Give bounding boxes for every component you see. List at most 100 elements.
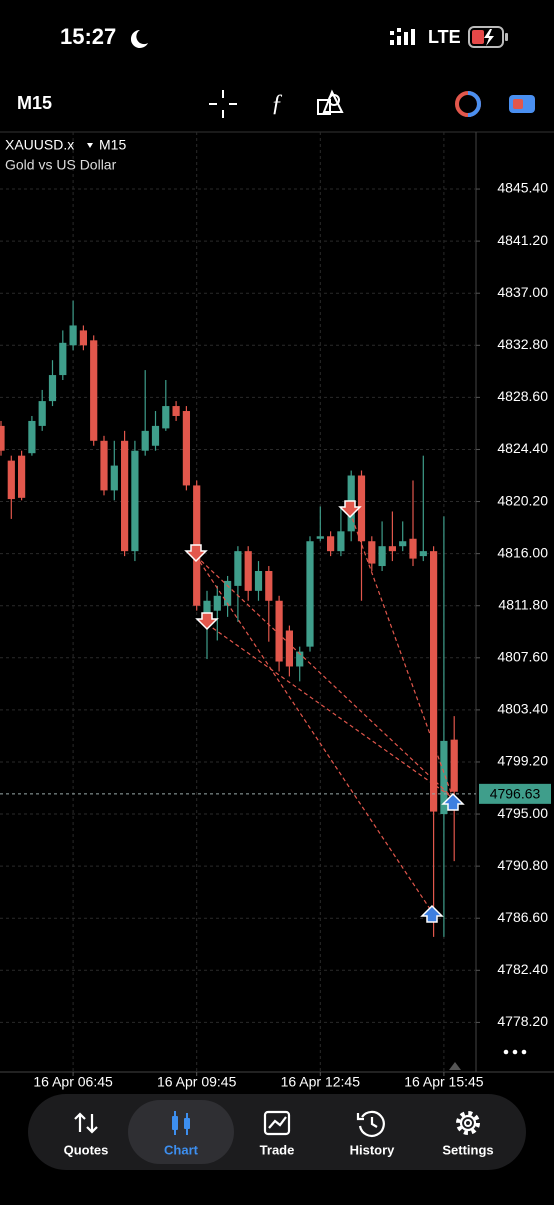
candle-body	[316, 536, 324, 539]
tab-label[interactable]: Chart	[164, 1142, 199, 1157]
candle-body	[388, 546, 396, 552]
quotes-icon	[74, 1112, 98, 1134]
candle-body	[18, 455, 26, 498]
history-icon	[356, 1110, 385, 1137]
candle-body	[327, 536, 335, 552]
y-tick-label: 4845.40	[497, 180, 548, 196]
chart-icon	[172, 1111, 190, 1135]
candle-body	[182, 411, 190, 486]
x-tick-label: 16 Apr 09:45	[157, 1074, 237, 1090]
candle-body	[399, 541, 407, 547]
battery-icon	[468, 26, 508, 48]
tab-bar	[28, 1094, 526, 1170]
y-tick-label: 4841.20	[497, 232, 548, 248]
active-tab-highlight	[128, 1100, 234, 1164]
y-tick-label: 4811.80	[498, 596, 548, 612]
grid: 4845.40 4841.20 4837.00 4832.80 4828.60 4824.…	[0, 132, 548, 1076]
candle-body	[409, 538, 417, 559]
candle-body	[275, 600, 283, 662]
y-tick-label: 4790.80	[497, 857, 548, 873]
y-tick-label: 4816.00	[497, 544, 548, 560]
candle-body	[79, 330, 87, 346]
x-tick-label: 16 Apr 15:45	[404, 1074, 484, 1090]
trade-icon	[263, 1110, 291, 1136]
y-tick-label: 4795.00	[497, 805, 548, 821]
candle-body	[450, 739, 458, 792]
candle-body	[90, 340, 98, 441]
y-tick-label: 4832.80	[497, 336, 548, 352]
candle-body	[121, 440, 129, 552]
candle-body	[110, 465, 118, 491]
x-tick-label: 16 Apr 06:45	[33, 1074, 113, 1090]
candle-body	[203, 600, 211, 614]
candle-body	[162, 406, 170, 429]
candle-body	[419, 551, 427, 557]
candle-body	[38, 401, 46, 426]
y-tick-label: 4824.40	[497, 440, 548, 456]
candle-body	[48, 375, 57, 402]
y-tick-label: 4782.40	[497, 961, 548, 977]
plot	[0, 300, 476, 937]
y-tick-label: 4807.60	[497, 649, 548, 665]
network-label: LTE	[428, 27, 461, 47]
candle-body	[254, 570, 263, 591]
tab-label[interactable]: Trade	[260, 1142, 295, 1157]
symbol-description: Gold vs US Dollar	[5, 157, 117, 173]
shift-marker	[449, 1062, 461, 1070]
candle-body	[368, 541, 376, 564]
candle-body	[100, 440, 108, 491]
symbol-dropdown[interactable]	[87, 143, 93, 148]
candle-body	[151, 425, 160, 446]
clock: 15:27	[60, 24, 116, 49]
objects-button[interactable]	[317, 89, 344, 115]
candle-body	[285, 630, 293, 667]
y-tick-label: 4799.20	[497, 753, 548, 769]
x-tick-label: 16 Apr 12:45	[281, 1074, 361, 1090]
candle-body	[378, 546, 386, 567]
sell-arrows	[184, 500, 362, 631]
current-price-label: 4796.63	[490, 786, 541, 802]
candle-body	[244, 551, 252, 591]
y-tick-label: 4828.60	[497, 388, 548, 404]
more-button[interactable]	[503, 1049, 527, 1055]
candle-body	[69, 325, 77, 346]
tab-label[interactable]: Settings	[442, 1142, 493, 1157]
candle-body	[213, 595, 221, 611]
symbol-label[interactable]: XAUUSD.x	[5, 137, 74, 153]
trade-mode-button[interactable]	[455, 91, 481, 117]
candle-body	[224, 580, 232, 606]
current-price-box	[479, 783, 551, 804]
y-tick-label: 4786.60	[497, 909, 548, 925]
candle-body	[7, 460, 15, 500]
signal-icon	[390, 28, 415, 45]
candle-body	[59, 342, 67, 376]
candle-body	[306, 541, 314, 647]
candle-body	[430, 551, 438, 812]
moon-icon	[130, 29, 148, 48]
candle-body	[357, 475, 366, 542]
candle-body	[296, 651, 304, 667]
candle-body	[0, 425, 5, 451]
settings-icon	[456, 1111, 480, 1135]
candle-body	[141, 430, 149, 451]
y-tick-label: 4820.20	[497, 492, 548, 508]
buy-arrows	[420, 792, 465, 923]
y-tick-label: 4803.40	[497, 701, 548, 717]
candle-body	[234, 551, 242, 586]
candle-body	[337, 531, 345, 552]
chart-timeframe: M15	[99, 137, 126, 153]
tab-label[interactable]: Quotes	[64, 1142, 109, 1157]
timeframe-button[interactable]: M15	[17, 93, 52, 113]
candle-body	[265, 570, 273, 601]
trade-lines	[195, 511, 454, 913]
candle-body	[131, 450, 139, 552]
one-click-button[interactable]	[509, 95, 535, 113]
y-tick-label: 4778.20	[497, 1013, 548, 1029]
indicators-button[interactable]: ƒ	[271, 91, 283, 117]
candle-body	[28, 420, 36, 454]
tab-label[interactable]: History	[350, 1142, 396, 1157]
crosshair-button[interactable]	[209, 90, 237, 118]
candle-body	[440, 740, 448, 815]
